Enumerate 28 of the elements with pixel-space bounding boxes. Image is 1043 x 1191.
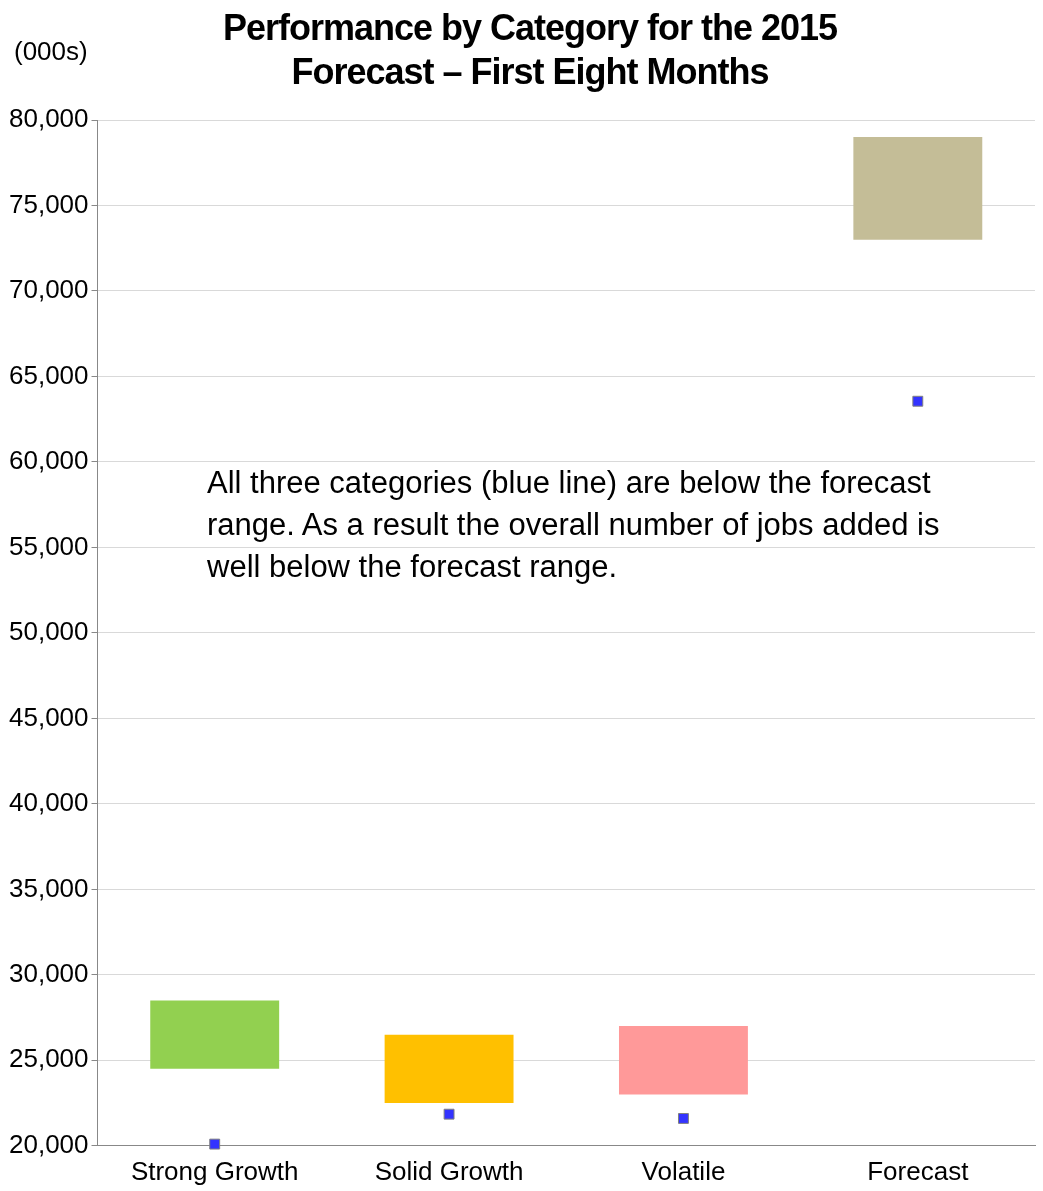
y-tick-label: 35,000 (8, 872, 89, 903)
y-tick-label: 65,000 (8, 359, 89, 390)
y-tick-label: 70,000 (8, 274, 89, 305)
y-tick-label: 45,000 (8, 701, 89, 732)
x-tick-label: Solid Growth (374, 1155, 524, 1186)
bar (619, 1026, 748, 1095)
y-tick-label: 50,000 (8, 616, 89, 647)
point (912, 395, 924, 407)
y-tick-label: 55,000 (8, 530, 89, 561)
y-axis-title: (000s) (14, 36, 88, 67)
point (209, 1138, 221, 1150)
annotation: All three categories (blue line) are below the forecast range. As a result the overall number of jobs added is well below the forecast range. (207, 464, 941, 586)
bar (384, 1034, 514, 1104)
y-tick-label: 20,000 (8, 1128, 89, 1159)
bar (853, 137, 983, 240)
y-tick-label: 25,000 (8, 1043, 89, 1074)
x-tick-label: Forecast (867, 1155, 970, 1186)
y-tick-label: 30,000 (8, 958, 89, 989)
y-tick-label: 40,000 (8, 787, 89, 818)
chart-title: Performance by Category for the 2015 Forecast – First Eight Months (221, 6, 839, 94)
bar (150, 1000, 280, 1069)
y-tick-label: 75,000 (8, 188, 89, 219)
point (443, 1108, 455, 1120)
y-tick-label: 60,000 (8, 445, 89, 476)
x-tick-label: Strong Growth (130, 1155, 299, 1186)
point (678, 1113, 689, 1124)
y-tick-label: 80,000 (8, 103, 89, 134)
x-tick-label: Volatile (641, 1155, 726, 1186)
